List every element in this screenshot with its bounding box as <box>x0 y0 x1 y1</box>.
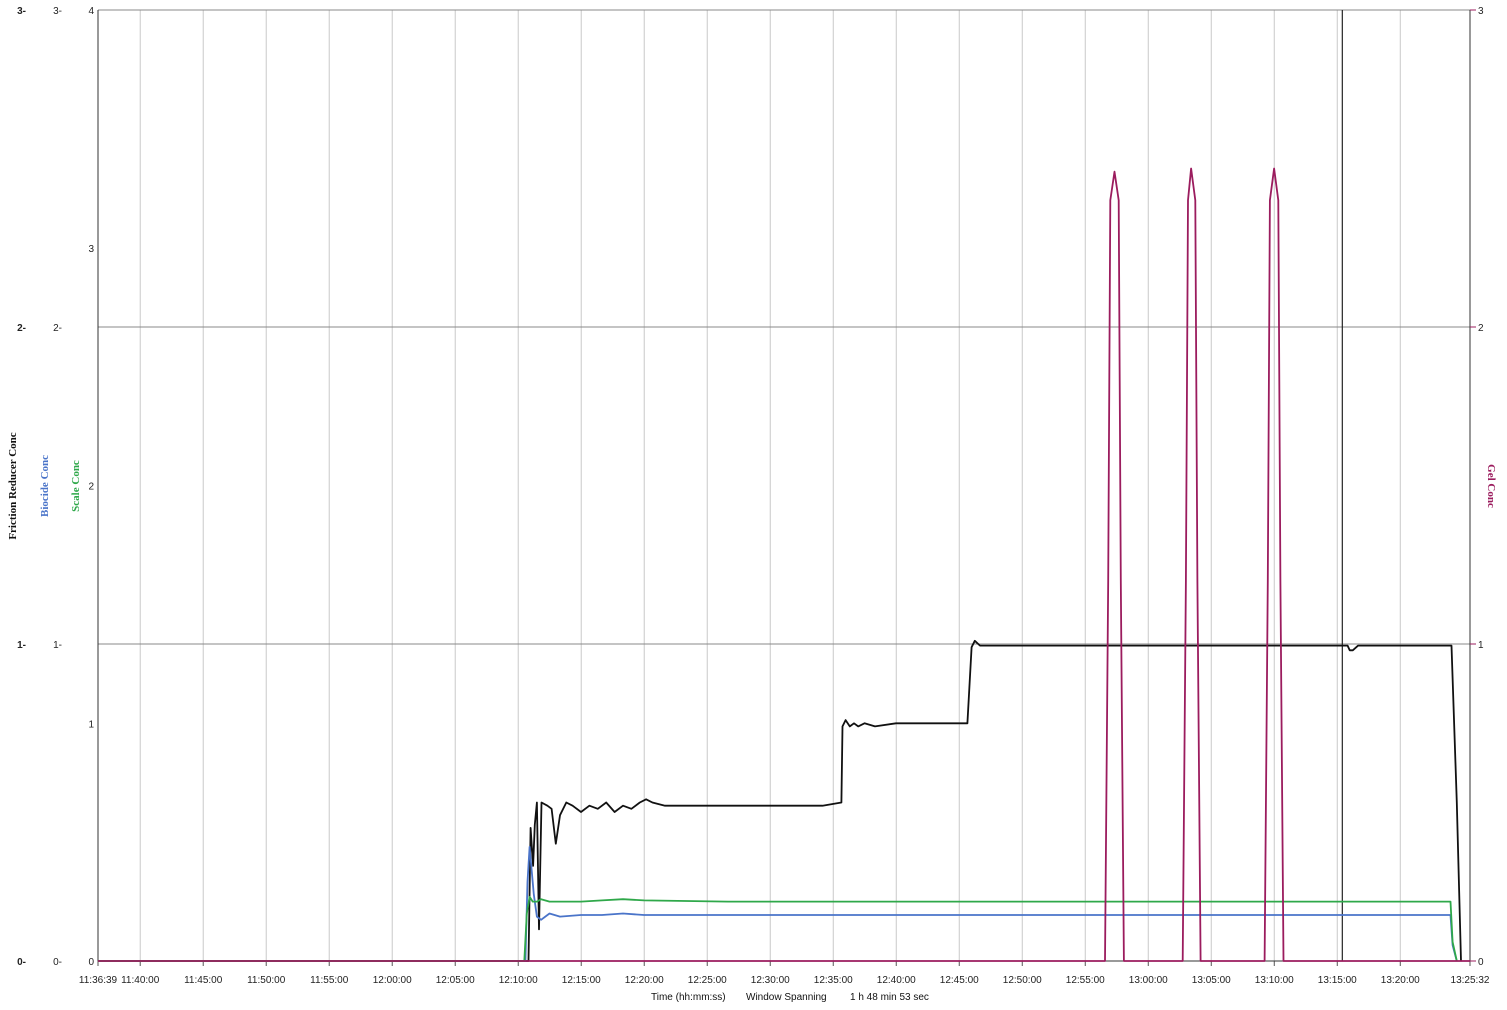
series-lines <box>98 167 1470 962</box>
x-tick-label: 12:40:00 <box>877 975 916 986</box>
biocide-tick-label: 1- <box>53 640 62 651</box>
x-tick-label: 12:50:00 <box>1003 975 1042 986</box>
gel-tick-label: 3 <box>1478 6 1484 17</box>
x-tick-label: 13:15:00 <box>1318 975 1357 986</box>
biocide-tick-label: 0- <box>53 957 62 968</box>
x-tick-label: 12:30:00 <box>751 975 790 986</box>
scale-axis-label: Scale Conc <box>70 460 82 512</box>
x-tick-label: 12:10:00 <box>499 975 538 986</box>
friction-tick-label: 3- <box>17 6 26 17</box>
gel-series-line <box>98 167 1470 962</box>
x-tick-label: 13:05:00 <box>1192 975 1231 986</box>
scale-tick-label: 4 <box>88 6 94 17</box>
axes: 11:36:39 11:40:00 11:45:00 11:50:00 11:55:00… <box>17 6 1490 986</box>
friction-series-line <box>98 639 1462 962</box>
biocide-series-line <box>98 846 1458 962</box>
window-spanning-label: Window Spanning <box>746 992 827 1003</box>
gel-tick-label: 2 <box>1478 323 1484 334</box>
biocide-tick-label: 2- <box>53 323 62 334</box>
x-tick-label: 11:45:00 <box>184 975 223 986</box>
x-tick-label: 13:00:00 <box>1129 975 1168 986</box>
x-tick-label: 13:20:00 <box>1381 975 1420 986</box>
biocide-axis-label: Biocide Conc <box>39 455 51 517</box>
scale-tick-label: 0 <box>88 957 94 968</box>
x-axis-label: Time (hh:mm:ss) <box>651 992 726 1003</box>
friction-axis-label: Friction Reducer Conc <box>7 432 19 539</box>
x-tick-label: 12:45:00 <box>940 975 979 986</box>
scale-series-line <box>98 895 1458 962</box>
x-tick-label: 11:40:00 <box>121 975 160 986</box>
friction-tick-label: 0- <box>17 957 26 968</box>
x-tick-label: 11:55:00 <box>310 975 349 986</box>
biocide-tick-label: 3- <box>53 6 62 17</box>
scale-tick-label: 1 <box>88 719 94 730</box>
window-spanning-value: 1 h 48 min 53 sec <box>850 992 929 1003</box>
gel-tick-label: 0 <box>1478 957 1484 968</box>
x-tick-label: 11:36:39 <box>79 975 118 986</box>
x-tick-label: 12:35:00 <box>814 975 853 986</box>
gel-tick-label: 1 <box>1478 640 1484 651</box>
x-tick-label: 12:00:00 <box>373 975 412 986</box>
x-tick-label: 12:25:00 <box>688 975 727 986</box>
scale-tick-label: 3 <box>88 244 94 255</box>
x-tick-label: 12:05:00 <box>436 975 475 986</box>
scale-tick-label: 2 <box>88 482 94 493</box>
x-tick-label: 12:15:00 <box>562 975 601 986</box>
x-tick-label: 11:50:00 <box>247 975 286 986</box>
x-tick-label: 12:20:00 <box>625 975 664 986</box>
gel-axis-label: Gel Conc <box>1485 464 1497 508</box>
x-tick-label: 13:25:32 <box>1451 975 1490 986</box>
friction-tick-label: 2- <box>17 323 26 334</box>
x-tick-label: 12:55:00 <box>1066 975 1105 986</box>
x-tick-label: 13:10:00 <box>1255 975 1294 986</box>
grid <box>98 9 1470 961</box>
friction-tick-label: 1- <box>17 640 26 651</box>
